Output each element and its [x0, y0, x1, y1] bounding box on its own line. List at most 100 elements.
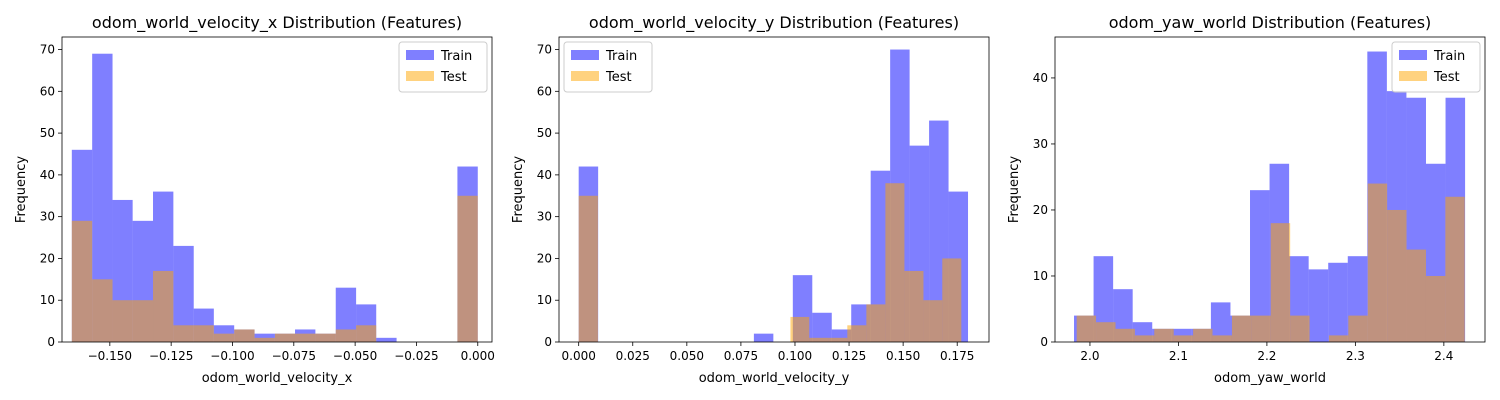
histogram-bar [1251, 315, 1271, 342]
x-tick-label: −0.125 [149, 349, 193, 363]
histogram-bar [295, 333, 316, 342]
x-tick-label: 0.025 [616, 349, 650, 363]
histogram-bar [1425, 275, 1446, 342]
x-tick-label: 2.0 [1080, 349, 1099, 363]
y-tick-label: 10 [537, 293, 552, 307]
y-tick-label: 20 [537, 251, 552, 265]
histogram-bar [457, 195, 478, 342]
x-axis-label: odom_world_velocity_y [699, 371, 850, 386]
histogram-bar [234, 329, 255, 342]
y-tick-label: 0 [1040, 335, 1048, 349]
x-axis-label: odom_yaw_world [1214, 371, 1326, 386]
y-tick-label: 10 [1033, 269, 1048, 283]
histogram-bar [193, 325, 214, 342]
histogram-bar [315, 333, 336, 342]
x-tick-label: 0.100 [778, 349, 812, 363]
x-tick-label: −0.100 [210, 349, 254, 363]
x-tick-label: 2.4 [1434, 349, 1453, 363]
chart-title: odom_yaw_world Distribution (Features) [1109, 13, 1432, 33]
series-test [71, 195, 478, 342]
x-tick-label: 2.3 [1346, 349, 1365, 363]
histogram-bar [153, 270, 174, 342]
y-tick-label: 0 [47, 335, 55, 349]
legend-swatch-test [571, 71, 599, 81]
y-tick-label: 20 [1033, 203, 1048, 217]
legend-label-train: Train [440, 49, 472, 64]
histogram-bar [335, 287, 357, 342]
legend-swatch-train [1399, 50, 1427, 60]
x-tick-label: −0.025 [394, 349, 438, 363]
y-tick-label: 20 [40, 251, 55, 265]
y-tick-label: 10 [40, 293, 55, 307]
y-tick-label: 70 [40, 43, 55, 57]
histogram-bar [578, 195, 598, 342]
histogram-bar [71, 220, 93, 342]
y-tick-label: 30 [1033, 137, 1048, 151]
histogram-bar [870, 170, 891, 342]
y-tick-label: 60 [537, 84, 552, 98]
x-tick-label: 0.000 [461, 349, 495, 363]
y-axis-label: Frequency [1007, 156, 1022, 223]
histogram-bar [92, 53, 113, 342]
histogram-bar [790, 316, 810, 342]
histogram-bar [1250, 190, 1270, 342]
y-tick-label: 30 [40, 210, 55, 224]
histogram-bar [1093, 256, 1114, 342]
y-tick-label: 40 [40, 168, 55, 182]
x-tick-label: 0.050 [670, 349, 704, 363]
legend: Train Test [398, 41, 488, 93]
histogram-bar [112, 300, 133, 342]
histogram-bar [1445, 196, 1465, 342]
histogram-bar [904, 270, 924, 342]
histogram-bar [173, 245, 194, 342]
histogram-bar [809, 337, 829, 342]
histogram-bar [1154, 328, 1174, 342]
legend-label-train: Train [605, 49, 637, 64]
histogram-bar [828, 337, 848, 342]
histogram-bar [753, 333, 774, 342]
x-tick-label: −0.150 [88, 349, 132, 363]
legend-swatch-test [1399, 71, 1427, 81]
y-tick-label: 40 [1033, 71, 1048, 85]
histogram-bar [92, 279, 113, 342]
x-tick-label: 0.150 [886, 349, 920, 363]
series-test [1076, 183, 1465, 342]
histogram-bar [812, 312, 832, 342]
legend-label-test: Test [1433, 70, 1460, 85]
histogram-bar [1348, 315, 1368, 342]
histogram-bar [866, 304, 886, 342]
chart-panel-1: −0.150 −0.125 −0.100 −0.075 −0.050 −0.025 0.00… [14, 13, 495, 386]
histogram-bar [923, 300, 943, 342]
legend: Train Test [1391, 41, 1481, 93]
histogram-bar [173, 325, 194, 342]
y-tick-label: 50 [40, 126, 55, 140]
x-axis-label: odom_world_velocity_x [202, 371, 353, 386]
y-tick-label: 30 [537, 210, 552, 224]
histogram-bar [274, 333, 296, 342]
histogram-bar [1193, 328, 1213, 342]
histogram-bar [1076, 315, 1097, 342]
x-tick-label: 0.075 [724, 349, 758, 363]
histogram-bar [1406, 249, 1426, 342]
y-tick-label: 60 [40, 84, 55, 98]
histogram-bar [1212, 335, 1232, 342]
histogram-bar [1173, 335, 1194, 342]
legend-swatch-train [406, 50, 434, 60]
x-tick-label: 0.175 [940, 349, 974, 363]
histogram-bar [1270, 223, 1291, 342]
histogram-bar [1210, 302, 1231, 342]
chart-panel-2: 0.000 0.025 0.050 0.075 0.100 0.125 0.150 0.175… [511, 13, 990, 386]
histogram-bar [376, 337, 397, 342]
x-tick-label: −0.050 [333, 349, 377, 363]
histogram-bar [356, 325, 377, 342]
legend: Train Test [563, 41, 653, 93]
x-tick-label: 2.1 [1169, 349, 1188, 363]
chart-title: odom_world_velocity_x Distribution (Feat… [92, 13, 462, 33]
histogram-bar [847, 325, 867, 342]
histogram-bar [254, 337, 275, 342]
histogram-bar [335, 329, 357, 342]
histogram-bar [1308, 269, 1329, 342]
x-tick-label: 0.125 [832, 349, 866, 363]
axes-frame [1054, 36, 1486, 343]
histogram-bar [213, 333, 235, 342]
